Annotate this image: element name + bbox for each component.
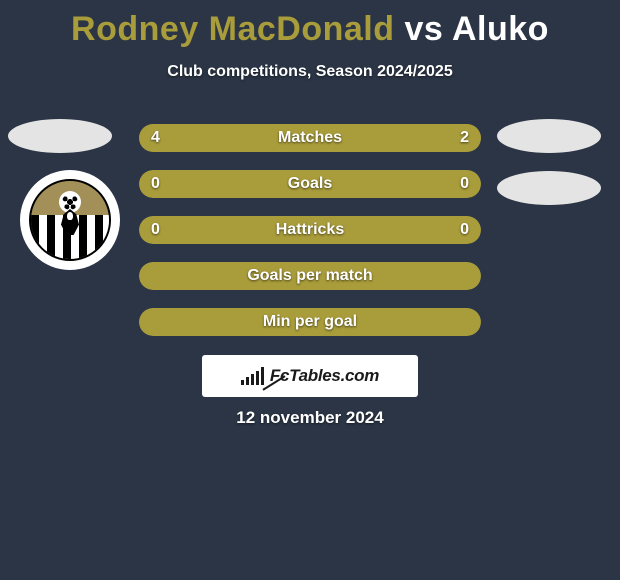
stat-row-matches: 4 Matches 2 [139, 124, 481, 152]
stat-row-goals-per-match: Goals per match [139, 262, 481, 290]
brand-text: FcTables.com [270, 366, 379, 386]
subtitle: Club competitions, Season 2024/2025 [0, 63, 620, 81]
stat-row-hattricks: 0 Hattricks 0 [139, 216, 481, 244]
stat-rows: 4 Matches 2 0 Goals 0 0 Hattricks 0 Goal… [139, 124, 481, 354]
stat-label: Matches [139, 124, 481, 152]
date-label: 12 november 2024 [0, 408, 620, 428]
stat-row-goals: 0 Goals 0 [139, 170, 481, 198]
notts-county-badge-icon [29, 179, 111, 261]
stat-label: Hattricks [139, 216, 481, 244]
stat-label: Goals per match [139, 262, 481, 290]
player1-avatar-placeholder [8, 119, 112, 153]
stat-label: Goals [139, 170, 481, 198]
stat-value-right: 2 [460, 124, 469, 152]
stat-value-right: 0 [460, 170, 469, 198]
fctables-logo-icon [241, 367, 264, 385]
player2-avatar-placeholder [497, 119, 601, 153]
player1-name: Rodney MacDonald [71, 10, 394, 48]
stat-label: Min per goal [139, 308, 481, 336]
brand-box[interactable]: FcTables.com [202, 355, 418, 397]
player1-club-badge [20, 170, 120, 270]
vs-label: vs [404, 10, 443, 48]
stat-value-right: 0 [460, 216, 469, 244]
player2-name: Aluko [452, 10, 549, 48]
comparison-title: Rodney MacDonald vs Aluko [0, 0, 620, 49]
stat-row-min-per-goal: Min per goal [139, 308, 481, 336]
player2-club-placeholder [497, 171, 601, 205]
